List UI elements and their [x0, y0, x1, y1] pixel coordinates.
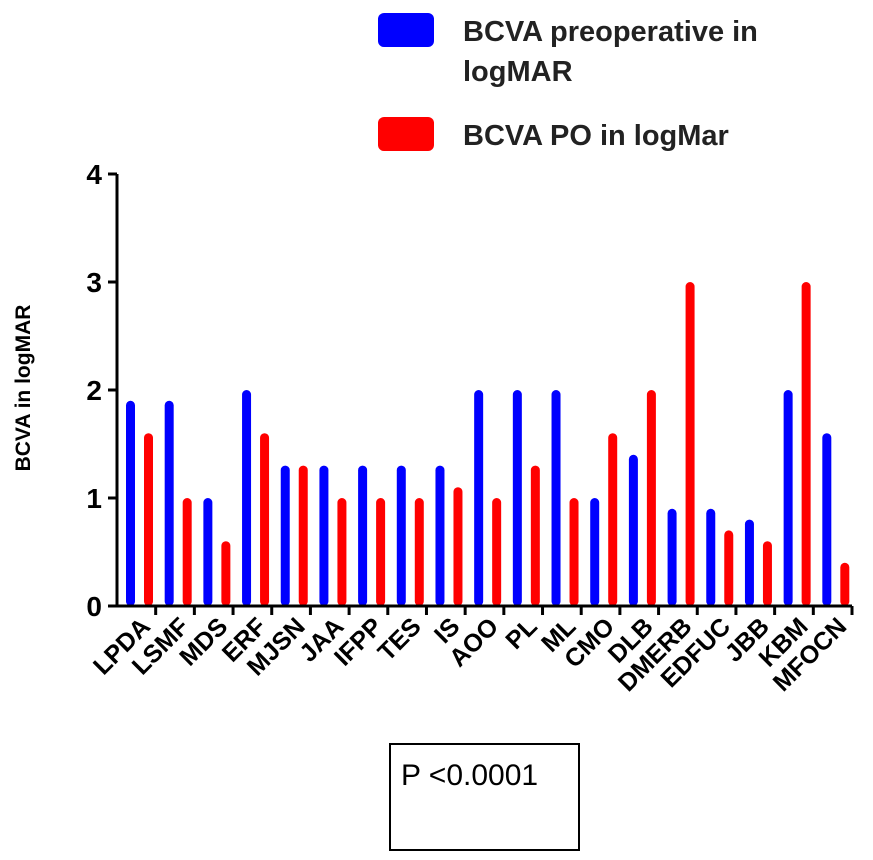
bars	[126, 282, 850, 606]
bar-po-dmerb	[685, 282, 695, 606]
legend-label-1: BCVA preoperative in	[463, 16, 758, 48]
bcva-chart: BCVA preoperative in logMAR BCVA PO in log…	[12, 13, 854, 697]
bar-po-ml	[569, 498, 579, 606]
bar-po-pl	[530, 465, 540, 606]
bar-po-mfocn	[840, 562, 850, 606]
bar-po-ifpp	[376, 498, 386, 606]
bar-po-edfuc	[724, 530, 734, 606]
bar-po-jbb	[762, 541, 772, 606]
bar-po-mjsn	[298, 465, 308, 606]
p-value-text: P <0.0001	[401, 759, 539, 792]
y-tick-label: 1	[86, 483, 102, 514]
bar-preop-lpda	[126, 400, 135, 606]
bar-preop-is	[435, 465, 445, 606]
legend-label-1: logMAR	[463, 56, 573, 88]
y-tick-label: 2	[86, 375, 102, 406]
bar-preop-erf	[242, 390, 252, 606]
bar-po-cmo	[608, 433, 618, 606]
bar-po-dlb	[646, 390, 656, 606]
bar-preop-dmerb	[667, 508, 677, 606]
bar-po-jaa	[337, 498, 347, 606]
bar-preop-jaa	[319, 465, 329, 606]
bar-preop-dlb	[628, 454, 638, 606]
bar-po-lpda	[144, 433, 153, 606]
bar-preop-lsmf	[164, 400, 174, 606]
chart-legend: BCVA preoperative in logMAR BCVA PO in log…	[378, 13, 758, 152]
y-tick-label: 3	[86, 267, 102, 298]
legend-swatch-2	[378, 117, 434, 151]
bar-preop-jbb	[744, 519, 754, 606]
legend-label-2: BCVA PO in logMar	[463, 120, 729, 152]
bar-preop-mfocn	[822, 433, 832, 606]
x-tick-label: PL	[500, 612, 542, 654]
bar-po-lsmf	[182, 498, 192, 606]
bar-po-is	[453, 487, 463, 606]
bar-preop-ifpp	[358, 465, 368, 606]
y-axis-title: BCVA in logMAR	[12, 305, 35, 472]
bar-preop-tes	[396, 465, 406, 606]
bar-preop-ml	[551, 390, 561, 606]
y-axis: 0 1 2 3 4	[86, 159, 119, 622]
bar-po-kbm	[801, 282, 811, 606]
bar-preop-cmo	[590, 498, 600, 606]
x-tick-label: TES	[373, 612, 427, 666]
y-tick-label: 0	[86, 591, 102, 622]
bar-preop-edfuc	[706, 508, 716, 606]
bar-preop-mjsn	[280, 465, 290, 606]
bar-po-tes	[414, 498, 424, 606]
bar-preop-aoo	[474, 390, 484, 606]
bar-preop-kbm	[783, 390, 793, 606]
bar-po-aoo	[492, 498, 502, 606]
bar-preop-pl	[512, 390, 522, 606]
legend-swatch-1	[378, 13, 434, 47]
y-tick-label: 4	[86, 159, 102, 190]
bar-preop-mds	[203, 498, 213, 606]
bar-po-mds	[221, 541, 231, 606]
bar-po-erf	[260, 433, 270, 606]
p-value-box: P <0.0001	[389, 743, 580, 851]
